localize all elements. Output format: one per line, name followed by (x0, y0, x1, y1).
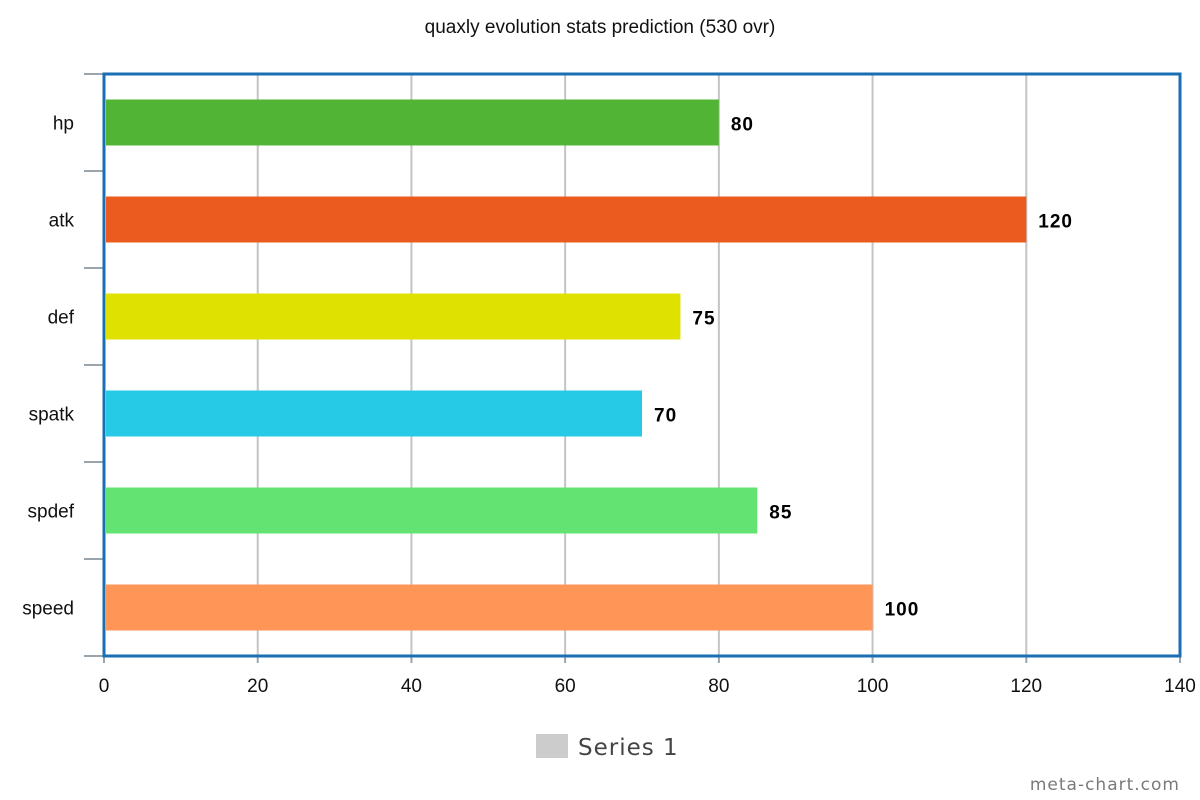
legend-label: Series 1 (578, 735, 679, 761)
bar-atk[interactable] (106, 196, 1027, 243)
legend[interactable]: Series 1 (536, 734, 679, 761)
category-label-speed: speed (22, 599, 74, 620)
category-label-hp: hp (53, 114, 74, 135)
x-tick-label: 120 (1010, 676, 1042, 697)
y-axis-ticks (84, 73, 104, 657)
value-label-hp: 80 (731, 115, 754, 136)
value-label-spatk: 70 (654, 406, 677, 427)
category-label-spdef: spdef (28, 502, 75, 523)
x-tick-label: 40 (401, 676, 422, 697)
category-labels: hp atk def spatk spdef speed (22, 114, 74, 620)
x-tick-label: 100 (857, 676, 889, 697)
value-label-atk: 120 (1038, 212, 1073, 233)
category-label-spatk: spatk (29, 405, 75, 426)
bar-def[interactable] (106, 293, 681, 340)
x-axis-ticks: 0 20 40 60 80 100 120 140 (99, 656, 1196, 697)
x-tick-label: 80 (708, 676, 729, 697)
credit-text: meta-chart.com (1030, 775, 1180, 795)
bar-spatk[interactable] (106, 390, 642, 437)
value-label-spdef: 85 (769, 503, 792, 524)
bar-speed[interactable] (106, 584, 873, 631)
bars (106, 99, 1027, 631)
bar-spdef[interactable] (106, 487, 758, 534)
plot-frame (102, 72, 1182, 658)
x-tick-label: 140 (1164, 676, 1196, 697)
bar-hp[interactable] (106, 99, 719, 146)
category-label-atk: atk (49, 211, 75, 232)
value-label-def: 75 (692, 309, 715, 330)
x-tick-label: 0 (99, 676, 110, 697)
value-labels: 80 120 75 70 85 100 (654, 115, 1073, 621)
category-label-def: def (48, 308, 75, 329)
value-label-speed: 100 (885, 600, 920, 621)
x-tick-label: 20 (247, 676, 268, 697)
legend-swatch (536, 734, 568, 758)
x-tick-label: 60 (555, 676, 576, 697)
chart-title: quaxly evolution stats prediction (530 o… (425, 17, 776, 38)
grid-lines (256, 74, 1028, 656)
